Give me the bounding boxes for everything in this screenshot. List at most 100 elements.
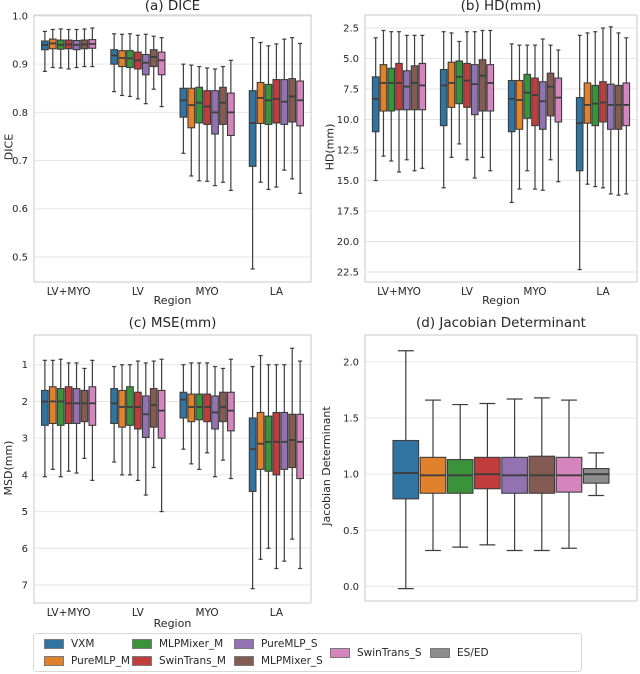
y-tick-label: 1.5 [343,414,359,425]
box-rect [256,411,265,470]
box-mlpmixer-s [288,37,297,180]
box-rect [56,388,65,426]
box-rect [41,389,49,426]
y-tick-label: 2.5 [343,24,359,35]
box-puremlp-s [141,362,150,496]
box-puremlp-m [583,32,592,185]
box-mlpmixer-m [523,44,532,172]
box-rect [195,86,204,124]
box-rect [187,393,196,423]
box-swintrans-s [622,37,631,195]
legend-label: SwinTrans_S [357,646,422,659]
box-mlpmixer-m [56,28,65,69]
legend-label: PureMLP_M [71,655,130,667]
subplot-d-title: (d) Jacobian Determinant [416,315,586,331]
box-rect [463,62,471,108]
box-swintrans-m [272,364,281,570]
box-mlpmixer-s [546,44,555,161]
y-tick-label: 17.5 [337,207,359,218]
box-vxm [248,365,257,590]
box-swintrans-m [134,360,142,481]
box-vxm [439,31,448,189]
box-rect [118,389,126,428]
x-tick-label: LV+MYO [47,607,91,619]
box-rect [226,391,235,432]
y-tick-label: 0.5 [12,252,28,263]
box-puremlp-s [211,365,219,478]
x-tick-label: LV [132,286,145,298]
box-mlpmixer-s [219,367,227,461]
box-mlpmixer-m [591,31,600,188]
box-puremlp-s [538,38,547,191]
legend-item-puremlp-m: PureMLP_M [40,653,130,669]
box-rect [296,80,304,127]
box-puremlp-m [379,29,388,157]
x-tick-label: LA [270,286,284,298]
box-swintrans-m [463,31,471,161]
box-mlpmixer-m [446,403,474,548]
box-vxm [110,365,119,463]
box-rect [410,65,419,111]
box-mlpmixer-s [410,34,419,172]
x-tick-label: MYO [196,286,219,298]
x-tick-label: LV+MYO [47,286,91,298]
legend-item-es-ed: ES/ED [426,645,494,661]
box-rect [179,87,188,118]
box-puremlp-m [48,28,57,69]
boxplot-c-canvas: 1 2 3 4 5 6 7 LV+MYO LV MYO LA [22,334,312,619]
box-rect [575,97,584,172]
legend-column: SwinTrans_S [326,645,426,661]
box-rect [203,90,211,125]
box-puremlp-m [118,33,126,97]
x-tick-label: MYO [196,607,219,619]
legend-label: SwinTrans_M [159,655,226,667]
x-tick-label: LV [132,607,145,619]
y-tick-label: 5 [22,507,28,518]
box-rect [591,84,600,127]
legend-column: ES/ED [426,645,494,661]
boxplot-a-canvas: 0.5 0.6 0.7 0.8 0.9 1.0 LV+MYO LV MYO LA [12,11,312,298]
subplot-b-ylabel: HD(mm) [323,123,337,171]
box-puremlp-s [501,398,528,552]
box-mlpmixer-m [455,40,464,145]
box-rect [110,49,119,65]
box-mlpmixer-m [264,45,273,191]
subplot-a-xlabel: Region [153,294,192,307]
x-tick-label: LA [596,286,610,298]
x-tick-label: LA [270,607,284,619]
y-tick-label: 2 [22,397,28,408]
box-rect [149,388,158,428]
axes-spine [33,334,312,604]
subplot-a-title: (a) DICE [144,0,201,14]
box-swintrans-s [226,59,235,192]
box-mlpmixer-s [288,347,297,540]
box-swintrans-m [395,31,403,173]
y-tick-label: 4 [22,470,28,481]
box-puremlp-m [187,362,196,465]
box-swintrans-s [486,29,495,172]
subplot-c-ylabel: MSD(mm) [2,440,15,496]
box-rect [379,64,388,112]
box-rect [157,389,166,439]
legend-column: PureMLP_S MLPMixer_S [230,636,326,669]
box-rect [272,79,281,124]
box-rect [554,77,563,123]
box-swintrans-s [88,27,97,68]
box-mlpmixer-m [264,364,273,549]
subplot-b-hd: 2.5 5.0 7.5 10.0 12.5 15.0 17.5 20.0 22.5 LV+MYO L… [320,0,640,312]
box-rect [64,386,73,425]
box-mlpmixer-s [614,32,623,196]
x-tick-label: MYO [523,286,546,298]
box-puremlp-m [187,64,196,177]
boxplot-b-canvas: 2.5 5.0 7.5 10.0 12.5 15.0 17.5 20.0 22.5 LV+MYO L… [337,14,638,298]
box-rect [264,83,273,125]
box-swintrans-m [599,27,607,189]
box-rect [531,77,539,127]
box-swintrans-s [157,37,166,108]
box-es-ed [582,452,610,497]
box-mlpmixer-s [528,397,556,552]
legend-item-puremlp-s: PureMLP_S [230,636,326,652]
y-tick-label: 0.0 [343,582,359,593]
box-mlpmixer-m [126,33,134,98]
legend-swatch-icon [44,656,64,666]
